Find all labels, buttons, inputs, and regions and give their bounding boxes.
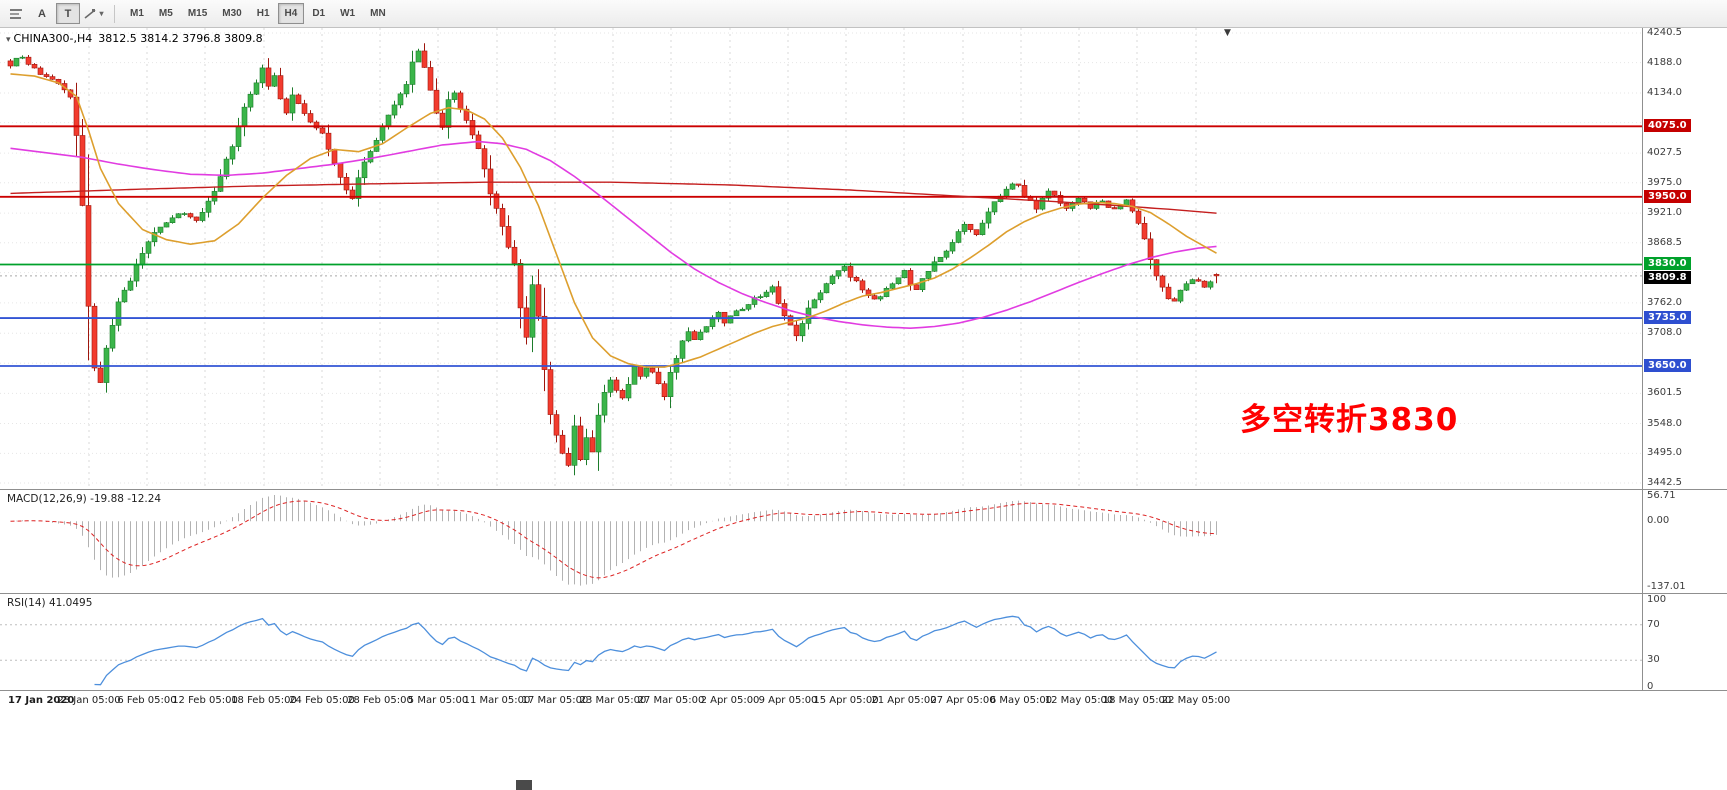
macd-tick-label: -137.01 bbox=[1647, 580, 1686, 592]
timeframe-button-m1[interactable]: M1 bbox=[123, 3, 151, 24]
time-label: 18 May 05:00 bbox=[1102, 695, 1172, 706]
rsi-tick-label: 70 bbox=[1647, 618, 1660, 630]
macd-tick-label: 56.71 bbox=[1647, 490, 1676, 501]
timeframe-button-h4[interactable]: H4 bbox=[277, 3, 305, 24]
taskbar-peek-artifact bbox=[516, 780, 532, 790]
time-label: 11 Mar 05:00 bbox=[463, 695, 531, 706]
timeframe-button-m15[interactable]: M15 bbox=[181, 3, 214, 24]
macd-tick-label: 0.00 bbox=[1647, 515, 1670, 527]
timeframe-button-w1[interactable]: W1 bbox=[333, 3, 362, 24]
level-price-label: 3950.0 bbox=[1644, 189, 1691, 203]
timeframe-buttons: M1 M5 M15 M30 H1 H4 D1 W1 MN bbox=[123, 3, 393, 24]
chart-shift-marker[interactable]: ▼ bbox=[1224, 28, 1231, 38]
time-label: 27 Apr 05:00 bbox=[930, 695, 996, 706]
rsi-tick-label: 30 bbox=[1647, 654, 1660, 666]
rsi-tick-label: 0 bbox=[1647, 681, 1654, 692]
rsi-line bbox=[94, 615, 1217, 686]
list-lines-icon bbox=[10, 8, 22, 19]
price-axis[interactable]: 4240.5 4188.0 4134.0 4027.5 3975.0 3921.0 3868… bbox=[1642, 27, 1727, 489]
chart-toolbar: A T ▾ M1 M5 M15 M30 H1 H4 D1 W1 MN bbox=[0, 0, 1727, 28]
price-tick-label: 3495.0 bbox=[1647, 447, 1682, 459]
shapes-tool-button[interactable]: ▾ bbox=[82, 3, 106, 24]
current-price-label: 3809.8 bbox=[1644, 270, 1691, 284]
time-label: 21 Apr 05:00 bbox=[871, 695, 937, 706]
level-price-label: 4075.0 bbox=[1644, 119, 1691, 133]
timeframe-button-m5[interactable]: M5 bbox=[152, 3, 180, 24]
level-price-label: 3650.0 bbox=[1644, 358, 1691, 372]
arrow-tool-button[interactable]: A bbox=[30, 3, 54, 24]
ohlc-quote: 3812.5 3814.2 3796.8 3809.8 bbox=[98, 32, 263, 45]
time-label: 12 May 05:00 bbox=[1044, 695, 1114, 706]
time-axis[interactable]: 17 Jan 2020 23 Jan 05:00 6 Feb 05:00 12 Feb… bbox=[0, 690, 1727, 712]
time-label: 15 Apr 05:00 bbox=[813, 695, 879, 706]
symbol-timeframe-label: CHINA300-,H4 bbox=[13, 32, 93, 45]
rsi-label: RSI(14) 41.0495 bbox=[7, 597, 93, 609]
candlestick-chart[interactable] bbox=[0, 28, 1642, 488]
time-label: 17 Mar 05:00 bbox=[521, 695, 589, 706]
time-label: 28 Feb 05:00 bbox=[347, 695, 413, 706]
price-tick-label: 3975.0 bbox=[1647, 176, 1682, 188]
ma-mid-line bbox=[10, 140, 1217, 330]
timeframe-button-mn[interactable]: MN bbox=[363, 3, 393, 24]
time-label: 18 Feb 05:00 bbox=[231, 695, 297, 706]
text-tool-button[interactable]: T bbox=[56, 3, 80, 24]
time-label: 22 May 05:00 bbox=[1161, 695, 1231, 706]
chart-grid bbox=[0, 28, 1642, 488]
price-tick-label: 3868.5 bbox=[1647, 236, 1682, 248]
time-label: 24 Feb 05:00 bbox=[289, 695, 355, 706]
ma-slow-line bbox=[10, 181, 1217, 214]
toolbar-separator bbox=[114, 4, 115, 23]
time-label: 6 May 05:00 bbox=[989, 695, 1053, 706]
timeframe-button-h1[interactable]: H1 bbox=[250, 3, 277, 24]
price-tick-label: 3442.5 bbox=[1647, 477, 1682, 488]
macd-label: MACD(12,26,9) -19.88 -12.24 bbox=[7, 493, 162, 505]
price-chart-panel[interactable]: ▾ CHINA300-,H4 3812.5 3814.2 3796.8 3809.8… bbox=[0, 27, 1727, 489]
rsi-tick-label: 100 bbox=[1647, 594, 1667, 605]
time-label: 2 Apr 05:00 bbox=[700, 695, 760, 706]
price-tick-label: 4134.0 bbox=[1647, 87, 1682, 99]
chart-objects-button[interactable] bbox=[4, 3, 28, 24]
time-label: 6 Feb 05:00 bbox=[117, 695, 177, 706]
time-label: 27 Mar 05:00 bbox=[637, 695, 705, 706]
price-tick-label: 3548.0 bbox=[1647, 417, 1682, 429]
level-price-label: 3735.0 bbox=[1644, 311, 1691, 325]
one-click-trading-toggle[interactable]: ▾ bbox=[6, 35, 11, 45]
chart-title: ▾ CHINA300-,H4 3812.5 3814.2 3796.8 3809.8 bbox=[6, 32, 263, 45]
dropdown-caret-icon: ▾ bbox=[99, 9, 104, 18]
macd-chart bbox=[10, 495, 1217, 586]
price-tick-label: 3708.0 bbox=[1647, 327, 1682, 339]
macd-histogram bbox=[16, 495, 1217, 586]
time-label: 5 Mar 05:00 bbox=[407, 695, 469, 706]
ma-fast-line bbox=[10, 73, 1217, 368]
shapes-icon bbox=[84, 8, 96, 19]
candlestick-series bbox=[7, 43, 1220, 476]
price-tick-label: 4027.5 bbox=[1647, 147, 1682, 159]
rsi-panel[interactable]: RSI(14) 41.0495 100 70 30 0 bbox=[0, 593, 1727, 692]
macd-panel[interactable]: MACD(12,26,9) -19.88 -12.24 56.71 0.00 -13… bbox=[0, 489, 1727, 593]
price-tick-label: 4188.0 bbox=[1647, 56, 1682, 68]
price-tick-label: 3921.0 bbox=[1647, 207, 1682, 219]
timeframe-button-m30[interactable]: M30 bbox=[215, 3, 248, 24]
price-tick-label: 3601.5 bbox=[1647, 387, 1682, 399]
time-label: 9 Apr 05:00 bbox=[758, 695, 818, 706]
rsi-axis[interactable]: 100 70 30 0 bbox=[1642, 594, 1727, 692]
timeframe-button-d1[interactable]: D1 bbox=[305, 3, 332, 24]
time-label: 17 Jan 2020 bbox=[8, 695, 75, 706]
level-price-label: 3830.0 bbox=[1644, 257, 1691, 271]
price-tick-label: 4240.5 bbox=[1647, 27, 1682, 38]
chart-annotation: 多空转折3830 bbox=[1240, 402, 1459, 438]
macd-signal-line bbox=[10, 500, 1217, 579]
time-label: 23 Mar 05:00 bbox=[579, 695, 647, 706]
macd-axis[interactable]: 56.71 0.00 -137.01 bbox=[1642, 490, 1727, 593]
price-tick-label: 3762.0 bbox=[1647, 296, 1682, 308]
rsi-chart bbox=[0, 615, 1642, 686]
time-label: 12 Feb 05:00 bbox=[172, 695, 238, 706]
time-label: 23 Jan 05:00 bbox=[57, 695, 121, 706]
